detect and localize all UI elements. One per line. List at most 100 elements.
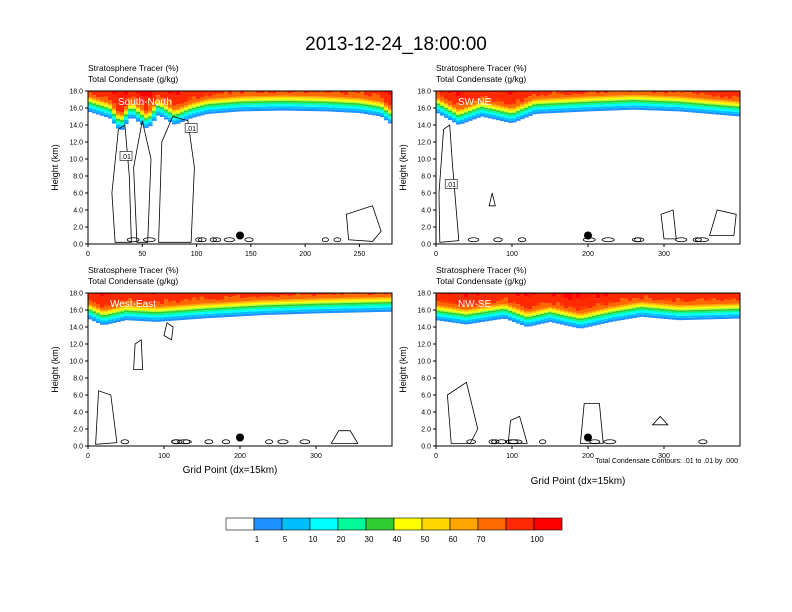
- tracer-cell: [100, 307, 105, 310]
- tracer-cell: [380, 115, 385, 118]
- tracer-cell: [484, 109, 489, 112]
- tracer-cell: [492, 101, 497, 105]
- tracer-cell: [484, 307, 489, 310]
- tracer-cell: [380, 305, 385, 308]
- tracer-cell: [596, 322, 601, 325]
- tracer-cell: [300, 102, 305, 105]
- tracer-cell: [164, 111, 169, 114]
- tracer-cell: [640, 96, 645, 98]
- tracer-cell: [148, 113, 153, 116]
- tracer-cell: [564, 102, 569, 105]
- tracer-cell: [672, 293, 676, 302]
- tracer-cell: [480, 312, 485, 314]
- tracer-cell: [732, 104, 737, 107]
- tracer-cell: [704, 103, 709, 106]
- tracer-cell: [440, 306, 445, 308]
- tracer-cell: [116, 126, 121, 129]
- tracer-cell: [216, 93, 221, 99]
- tracer-cell: [720, 105, 725, 107]
- tracer-cell: [592, 101, 597, 104]
- tracer-cell: [500, 305, 505, 307]
- tracer-cell: [572, 97, 577, 99]
- tracer-cell: [184, 311, 189, 314]
- tracer-cell: [264, 300, 269, 302]
- tracer-cell: [668, 91, 673, 97]
- tracer-cell: [504, 304, 509, 306]
- contour-line: [111, 124, 132, 243]
- tracer-cell: [568, 98, 573, 100]
- tracer-cell: [344, 310, 349, 313]
- tracer-cell: [572, 93, 577, 98]
- tracer-cell: [100, 106, 105, 108]
- tracer-cell: [512, 103, 517, 108]
- tracer-cell: [612, 106, 617, 109]
- tracer-cell: [232, 100, 237, 103]
- tracer-cell: [196, 307, 201, 310]
- tracer-cell: [452, 115, 457, 119]
- tracer-cell: [336, 300, 341, 302]
- tracer-cell: [364, 91, 368, 96]
- tracer-cell: [688, 99, 693, 102]
- tracer-cell: [324, 300, 329, 303]
- tracer-cell: [120, 307, 125, 309]
- tracer-cell: [668, 97, 673, 99]
- tracer-cell: [192, 309, 197, 312]
- tracer-cell: [312, 302, 317, 304]
- tracer-cell: [100, 320, 105, 323]
- tracer-cell: [512, 319, 517, 323]
- tracer-cell: [340, 104, 345, 106]
- tracer-cell: [272, 102, 277, 105]
- tracer-cell: [256, 293, 261, 298]
- tracer-cell: [672, 91, 676, 93]
- tracer-cell: [608, 317, 613, 320]
- tracer-cell: [236, 310, 241, 313]
- tracer-cell: [232, 314, 237, 317]
- tracer-cell: [304, 307, 309, 310]
- tracer-cell: [236, 99, 241, 101]
- tracer-cell: [308, 106, 313, 109]
- tracer-cell: [624, 298, 629, 305]
- tracer-cell: [200, 316, 205, 319]
- tracer-cell: [616, 305, 621, 308]
- tracer-cell: [168, 312, 173, 315]
- tracer-cell: [640, 103, 645, 106]
- tracer-cell: [724, 108, 729, 112]
- tracer-cell: [648, 307, 653, 310]
- tracer-cell: [384, 302, 389, 304]
- tracer-cell: [340, 300, 345, 302]
- tracer-cell: [628, 92, 633, 95]
- colorbar-box: [253, 517, 283, 531]
- tracer-cell: [560, 91, 564, 94]
- tracer-cell: [568, 322, 573, 325]
- tracer-cell: [708, 317, 713, 320]
- tracer-cell: [216, 102, 221, 104]
- tracer-cell: [444, 306, 449, 308]
- tracer-cell: [612, 314, 617, 318]
- tracer-cell: [124, 122, 129, 125]
- tracer-cell: [200, 101, 205, 104]
- tracer-cell: [580, 326, 585, 329]
- tracer-cell: [580, 324, 585, 327]
- tracer-cell: [568, 316, 573, 319]
- tracer-cell: [280, 108, 285, 111]
- tracer-cell: [516, 111, 521, 113]
- tracer-cell: [248, 306, 253, 308]
- tracer-cell: [504, 305, 509, 307]
- tracer-cell: [656, 310, 661, 312]
- tracer-cell: [320, 101, 325, 104]
- tracer-cell: [556, 294, 561, 303]
- tracer-cell: [720, 293, 725, 302]
- tracer-cell: [632, 309, 637, 312]
- tracer-cell: [680, 310, 685, 313]
- tracer-cell: [196, 105, 201, 107]
- tracer-cell: [356, 310, 361, 313]
- tracer-cell: [696, 91, 700, 95]
- tracer-cell: [376, 102, 381, 104]
- tracer-cell: [128, 308, 133, 310]
- tracer-cell: [140, 313, 145, 315]
- tracer-cell: [672, 304, 677, 307]
- tracer-cell: [692, 102, 697, 105]
- tracer-cell: [240, 312, 245, 315]
- tracer-cell: [728, 306, 733, 308]
- tracer-cell: [544, 103, 549, 106]
